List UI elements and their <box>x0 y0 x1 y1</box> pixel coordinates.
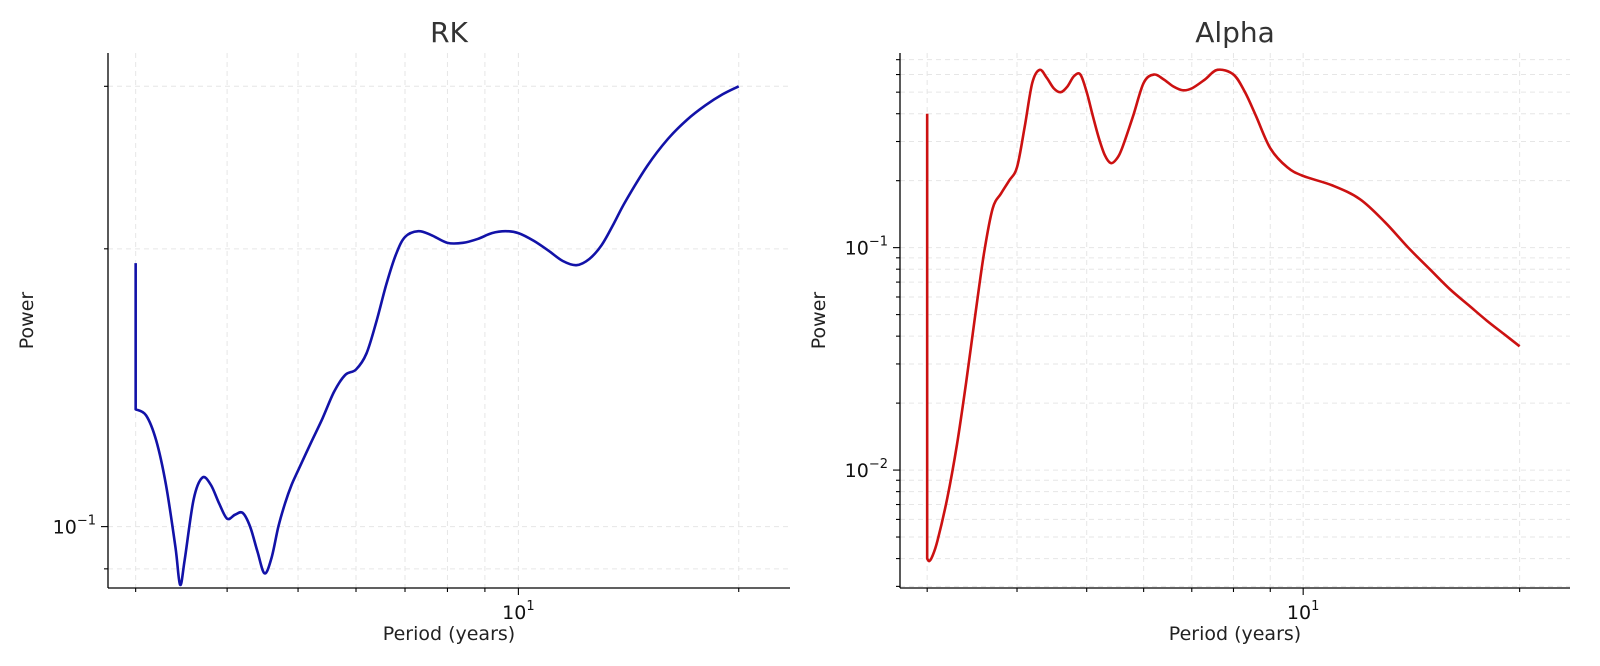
rk-grid <box>108 53 790 588</box>
rk-y-tick-base: 10 <box>53 517 77 539</box>
alpha-x-tick-label: 101 <box>1287 599 1319 624</box>
alpha-x-tick-base: 10 <box>1287 602 1311 624</box>
rk-series-line <box>134 85 740 587</box>
rk-y-tick-exp: −1 <box>77 514 96 529</box>
alpha-y-tick-base: 10 <box>845 460 869 482</box>
alpha-x-tick-exp: 1 <box>1311 599 1319 614</box>
rk-x-tick-exp: 1 <box>526 599 534 614</box>
alpha-y-tick-label: 10−1 <box>845 235 888 260</box>
rk-y-axis-label: Power <box>16 292 38 350</box>
alpha-chart-title: Alpha <box>1195 16 1275 49</box>
alpha-y-tick-label: 10−2 <box>845 457 888 482</box>
alpha-x-axis-label: Period (years) <box>1169 623 1301 645</box>
alpha-y-axis-label: Power <box>808 292 830 350</box>
rk-x-tick-label: 101 <box>502 599 534 624</box>
alpha-grid <box>900 53 1570 588</box>
rk-x-axis-label: Period (years) <box>383 623 515 645</box>
alpha-y-tick-exp: −2 <box>869 457 888 472</box>
rk-y-tick-label: 10−1 <box>53 514 96 539</box>
alpha-series-line <box>925 68 1521 563</box>
rk-chart-title: RK <box>430 16 468 49</box>
alpha-y-tick-exp: −1 <box>869 235 888 250</box>
alpha-y-tick-base: 10 <box>845 238 869 260</box>
rk-x-tick-base: 10 <box>502 602 526 624</box>
